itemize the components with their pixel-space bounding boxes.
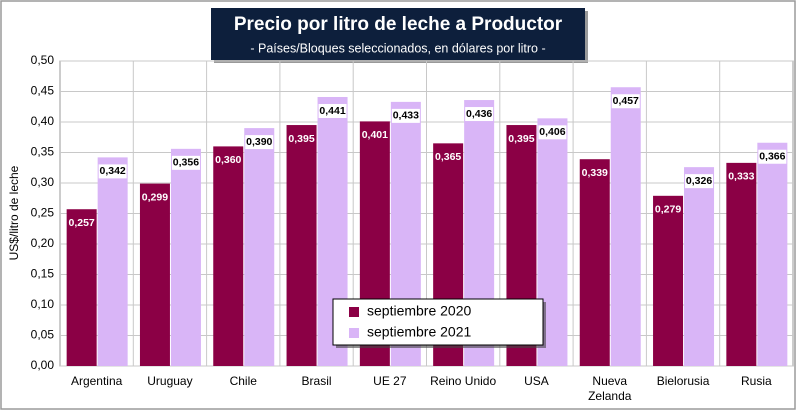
value-label: 0,333 <box>728 171 754 183</box>
value-label-bg <box>318 103 347 118</box>
y-tick-label: 0,05 <box>31 328 55 342</box>
value-label-bg <box>391 108 420 123</box>
x-tick-label: Chile <box>229 374 257 388</box>
value-label-bg <box>98 164 127 179</box>
bar <box>757 142 788 366</box>
title-box <box>211 8 585 60</box>
value-label: 0,356 <box>173 157 199 169</box>
value-label-bg <box>758 149 787 164</box>
value-label-bg <box>465 107 494 122</box>
value-label: 0,395 <box>288 133 314 145</box>
y-tick-label: 0,40 <box>31 114 55 128</box>
x-tick-label: Rusia <box>741 374 772 388</box>
value-label: 0,395 <box>508 133 534 145</box>
value-label: 0,457 <box>613 95 639 107</box>
y-axis-label: US$/litro de leche <box>7 165 21 260</box>
legend-label: septiembre 2020 <box>367 303 472 319</box>
value-label: 0,390 <box>246 136 272 148</box>
value-label: 0,257 <box>69 217 95 229</box>
value-label-bg <box>171 155 200 170</box>
value-label-bg <box>538 125 567 140</box>
bar <box>684 167 715 366</box>
bar <box>213 146 244 366</box>
y-tick-label: 0,45 <box>31 84 55 98</box>
x-tick-label: Nueva Zelanda <box>588 374 632 403</box>
y-tick-label: 0,20 <box>31 236 55 250</box>
value-label: 0,342 <box>100 165 126 177</box>
value-label: 0,406 <box>539 126 565 138</box>
legend-box <box>332 298 544 346</box>
bar <box>66 209 97 366</box>
bar <box>97 157 128 366</box>
value-label-bg <box>611 94 640 109</box>
y-tick-label: 0,10 <box>31 297 55 311</box>
value-label: 0,360 <box>215 154 241 166</box>
x-tick-label: Brasil <box>301 374 332 388</box>
bar <box>579 159 610 366</box>
bar <box>653 195 684 366</box>
y-tick-label: 0,30 <box>31 175 55 189</box>
bar <box>286 125 317 366</box>
bar <box>726 162 757 366</box>
y-tick-label: 0,25 <box>31 206 55 220</box>
legend-swatch <box>349 328 359 338</box>
bar <box>610 87 641 366</box>
legend-swatch <box>349 307 359 317</box>
value-label-bg <box>685 174 714 189</box>
value-label: 0,326 <box>686 175 712 187</box>
x-tick-label: Argentina <box>70 374 123 388</box>
x-tick-label: Uruguay <box>147 374 193 388</box>
bar <box>170 148 201 366</box>
y-tick-label: 0,15 <box>31 267 55 281</box>
x-tick-label: Reino Unido <box>430 374 497 388</box>
value-label: 0,365 <box>435 151 461 163</box>
value-label: 0,366 <box>759 151 785 163</box>
value-label: 0,339 <box>582 167 608 179</box>
value-label: 0,299 <box>142 191 168 203</box>
value-label-bg <box>245 135 274 150</box>
value-label: 0,401 <box>362 129 388 141</box>
bar <box>244 128 275 366</box>
x-tick-label: USA <box>524 374 549 388</box>
chart-subtitle: - Países/Bloques seleccionados, en dólar… <box>250 41 545 55</box>
value-label: 0,279 <box>655 204 681 216</box>
chart-title: Precio por litro de leche a Productor <box>234 14 563 35</box>
value-label: 0,441 <box>319 105 345 117</box>
legend-label: septiembre 2021 <box>367 324 472 340</box>
bar <box>139 183 170 366</box>
value-label: 0,433 <box>393 110 419 122</box>
value-label: 0,436 <box>466 108 492 120</box>
x-tick-label: UE 27 <box>373 374 407 388</box>
y-tick-label: 0,00 <box>31 358 55 372</box>
y-tick-label: 0,50 <box>31 53 55 67</box>
y-tick-label: 0,35 <box>31 145 55 159</box>
x-tick-label: Bielorusia <box>656 374 710 388</box>
